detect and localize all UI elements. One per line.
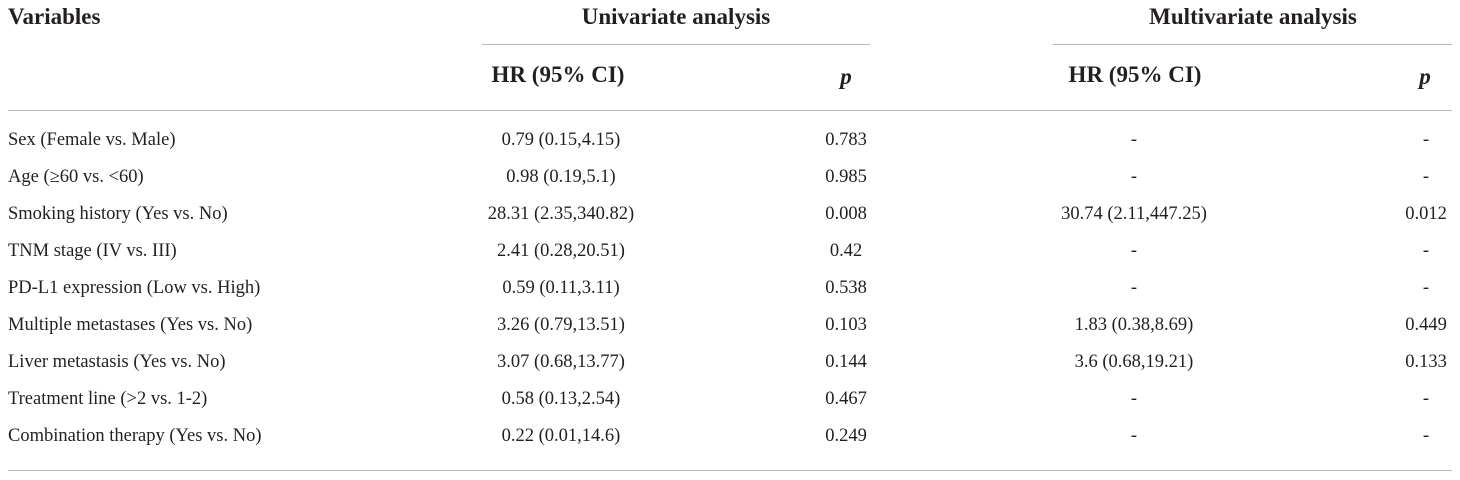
uni-p-cell: 0.008 (825, 204, 867, 224)
variable-cell: Liver metastasis (Yes vs. No) (8, 352, 226, 372)
variable-cell: Combination therapy (Yes vs. No) (8, 426, 262, 446)
header-bottom-rule (8, 110, 1452, 111)
multi-p-cell: - (1422, 426, 1430, 446)
variable-cell: PD-L1 expression (Low vs. High) (8, 278, 261, 298)
variable-cell: Sex (Female vs. Male) (8, 130, 176, 150)
uni-hr-cell: 0.22 (0.01,14.6) (501, 426, 621, 446)
uni-hr-cell: 28.31 (2.35,340.82) (487, 204, 635, 224)
multi-hr-cell: - (1130, 241, 1138, 261)
variable-cell: Treatment line (>2 vs. 1-2) (8, 389, 208, 409)
uni-hr-cell: 2.41 (0.28,20.51) (497, 241, 625, 261)
multi-p-cell: 0.133 (1405, 352, 1447, 372)
multi-hr-cell: 3.6 (0.68,19.21) (1074, 352, 1194, 372)
table-bottom-rule (8, 470, 1452, 471)
header-univariate: Univariate analysis (581, 4, 771, 29)
uni-p-cell: 0.249 (825, 426, 867, 446)
uni-hr-cell: 0.98 (0.19,5.1) (506, 167, 616, 187)
uni-p-cell: 0.985 (825, 167, 867, 187)
multivariate-underline (1053, 44, 1452, 45)
variable-cell: Multiple metastases (Yes vs. No) (8, 315, 253, 335)
multi-p-cell: - (1422, 389, 1430, 409)
multi-hr-cell: 30.74 (2.11,447.25) (1061, 204, 1207, 224)
multi-hr-cell: - (1130, 426, 1138, 446)
multi-hr-cell: - (1130, 167, 1138, 187)
multi-p-cell: - (1422, 130, 1430, 150)
header-multivariate: Multivariate analysis (1149, 4, 1357, 29)
uni-hr-cell: 3.26 (0.79,13.51) (497, 315, 625, 335)
multi-p-cell: - (1422, 167, 1430, 187)
multi-hr-cell: - (1130, 130, 1138, 150)
multi-p-cell: - (1422, 278, 1430, 298)
uni-hr-cell: 0.79 (0.15,4.15) (501, 130, 621, 150)
multi-hr-cell: - (1130, 278, 1138, 298)
header-variables: Variables (8, 4, 101, 29)
variable-cell: Smoking history (Yes vs. No) (8, 204, 228, 224)
uni-p-cell: 0.42 (829, 241, 863, 261)
variable-cell: Age (≥60 vs. <60) (8, 167, 144, 187)
uni-p-cell: 0.467 (825, 389, 867, 409)
header-uni-p: p (840, 64, 852, 89)
uni-p-cell: 0.783 (825, 130, 867, 150)
multi-p-cell: 0.449 (1405, 315, 1447, 335)
multi-hr-cell: - (1130, 389, 1138, 409)
header-multi-hr: HR (95% CI) (1068, 62, 1202, 87)
uni-hr-cell: 0.58 (0.13,2.54) (501, 389, 621, 409)
uni-hr-cell: 0.59 (0.11,3.11) (502, 278, 620, 298)
univariate-underline (482, 44, 870, 45)
uni-p-cell: 0.538 (825, 278, 867, 298)
uni-p-cell: 0.144 (825, 352, 867, 372)
uni-p-cell: 0.103 (825, 315, 867, 335)
header-uni-hr: HR (95% CI) (491, 62, 625, 87)
uni-hr-cell: 3.07 (0.68,13.77) (497, 352, 625, 372)
variable-cell: TNM stage (IV vs. III) (8, 241, 177, 261)
header-multi-p: p (1419, 64, 1431, 89)
multi-p-cell: - (1422, 241, 1430, 261)
multi-p-cell: 0.012 (1405, 204, 1447, 224)
multi-hr-cell: 1.83 (0.38,8.69) (1074, 315, 1194, 335)
